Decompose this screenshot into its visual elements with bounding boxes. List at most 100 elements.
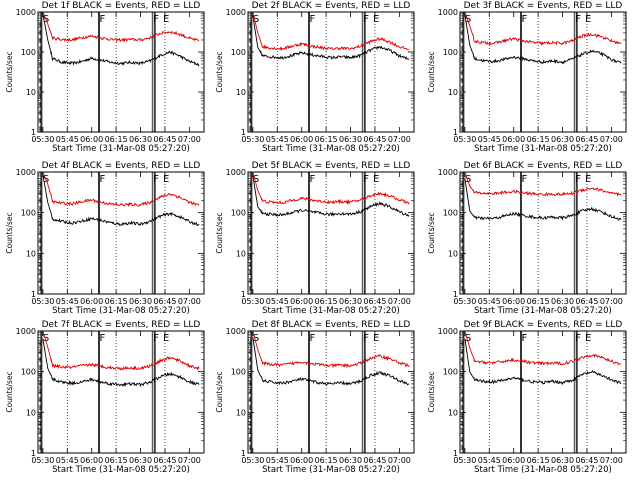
y-tick-label: 100 bbox=[21, 368, 36, 377]
marker-letter: S bbox=[465, 14, 471, 25]
x-axis-label: Start Time (31-Mar-08 05:27:20) bbox=[262, 465, 400, 475]
x-axis-label: Start Time (31-Mar-08 05:27:20) bbox=[52, 144, 190, 154]
events-series-line bbox=[42, 338, 200, 388]
events-series-line bbox=[464, 338, 622, 386]
x-tick-label: 05:45 bbox=[266, 135, 289, 144]
y-tick-label: 1 bbox=[31, 290, 36, 299]
x-tick-label: 06:00 bbox=[80, 456, 103, 465]
x-tick-label: 06:00 bbox=[290, 456, 313, 465]
chart-panel-5: Det 5f BLACK = Events, RED = LLD 1 10 100 10… bbox=[215, 161, 415, 316]
lld-series-line bbox=[252, 171, 410, 206]
x-tick-label: 05:45 bbox=[266, 456, 289, 465]
marker-letter: F bbox=[363, 174, 369, 185]
chart-panel-1: Det 1f BLACK = Events, RED = LLD 1 10 100 10… bbox=[5, 1, 205, 154]
marker-letter: F bbox=[310, 14, 316, 25]
x-tick-label: 06:45 bbox=[363, 135, 386, 144]
marker-letter: E bbox=[585, 333, 591, 344]
x-tick-label: 06:15 bbox=[315, 456, 338, 465]
marker-letter: F bbox=[100, 333, 106, 344]
y-tick-label: 100 bbox=[231, 209, 246, 218]
x-tick-label: 06:30 bbox=[339, 297, 362, 306]
lld-series-line bbox=[464, 330, 622, 366]
x-tick-label: 06:15 bbox=[105, 297, 128, 306]
y-tick-label: 1000 bbox=[226, 8, 246, 17]
marker-letter: E bbox=[373, 14, 379, 25]
lld-series-line bbox=[464, 171, 622, 197]
y-tick-label: 100 bbox=[443, 209, 458, 218]
events-series-line bbox=[252, 175, 410, 217]
x-tick-label: 06:45 bbox=[153, 297, 176, 306]
events-series-line bbox=[42, 13, 200, 67]
x-tick-label: 06:15 bbox=[105, 135, 128, 144]
x-tick-label: 07:00 bbox=[388, 297, 411, 306]
x-tick-label: 06:30 bbox=[129, 297, 152, 306]
x-tick-label: 06:00 bbox=[290, 297, 313, 306]
y-tick-label: 1000 bbox=[16, 168, 36, 177]
y-tick-label: 10 bbox=[236, 88, 246, 97]
marker-letter: E bbox=[585, 14, 591, 25]
plot-frame bbox=[37, 11, 205, 133]
x-tick-label: 05:45 bbox=[478, 135, 501, 144]
events-series-line bbox=[42, 174, 200, 227]
x-tick-label: 06:15 bbox=[527, 135, 550, 144]
y-tick-label: 10 bbox=[448, 88, 458, 97]
y-axis-label: Counts/sec bbox=[5, 51, 14, 92]
y-axis-label: Counts/sec bbox=[427, 51, 436, 92]
y-tick-label: 1000 bbox=[16, 8, 36, 17]
x-tick-label: 05:45 bbox=[478, 297, 501, 306]
x-tick-label: 05:45 bbox=[478, 456, 501, 465]
chart-panel-3: Det 3f BLACK = Events, RED = LLD 1 10 100 10… bbox=[427, 1, 627, 154]
plot-frame bbox=[459, 330, 627, 454]
plot-frame bbox=[247, 11, 415, 133]
y-tick-label: 1 bbox=[453, 290, 458, 299]
x-tick-label: 07:00 bbox=[600, 456, 623, 465]
x-tick-label: 06:30 bbox=[129, 456, 152, 465]
x-tick-label: 05:45 bbox=[266, 297, 289, 306]
y-axis-label: Counts/sec bbox=[427, 212, 436, 253]
marker-letter: S bbox=[253, 333, 259, 344]
y-tick-label: 1000 bbox=[226, 168, 246, 177]
y-axis-label: Counts/sec bbox=[5, 212, 14, 253]
x-tick-label: 05:45 bbox=[56, 297, 79, 306]
x-tick-label: 05:30 bbox=[241, 135, 264, 144]
chart-panel-6: Det 6f BLACK = Events, RED = LLD 1 10 100 10… bbox=[427, 161, 627, 316]
x-tick-label: 06:45 bbox=[575, 456, 598, 465]
lld-series-line bbox=[42, 11, 200, 43]
chart-title: Det 3f BLACK = Events, RED = LLD bbox=[464, 1, 623, 11]
marker-letter: F bbox=[153, 333, 159, 344]
y-tick-label: 10 bbox=[26, 408, 36, 417]
marker-letter: F bbox=[310, 174, 316, 185]
marker-letter: F bbox=[575, 174, 581, 185]
events-series-line bbox=[464, 14, 622, 65]
x-tick-label: 06:45 bbox=[575, 135, 598, 144]
x-tick-label: 07:00 bbox=[600, 135, 623, 144]
events-series-line bbox=[252, 337, 410, 387]
marker-letter: F bbox=[522, 14, 528, 25]
x-tick-label: 05:30 bbox=[453, 297, 476, 306]
x-tick-label: 06:00 bbox=[502, 456, 525, 465]
marker-letter: F bbox=[575, 14, 581, 25]
y-tick-label: 1000 bbox=[16, 327, 36, 336]
events-series-line bbox=[252, 15, 410, 60]
chart-title: Det 8f BLACK = Events, RED = LLD bbox=[252, 320, 411, 330]
x-tick-label: 06:00 bbox=[290, 135, 313, 144]
events-series-line bbox=[464, 178, 622, 221]
lld-series-line bbox=[252, 330, 410, 369]
y-tick-label: 1 bbox=[241, 290, 246, 299]
chart-title: Det 4f BLACK = Events, RED = LLD bbox=[42, 161, 201, 171]
y-tick-label: 1000 bbox=[438, 8, 458, 17]
y-tick-label: 1 bbox=[241, 449, 246, 458]
marker-letter: E bbox=[163, 14, 169, 25]
x-tick-label: 05:30 bbox=[241, 456, 264, 465]
x-tick-label: 07:00 bbox=[178, 456, 201, 465]
y-axis-label: Counts/sec bbox=[5, 371, 14, 412]
plot-frame bbox=[459, 11, 627, 133]
y-tick-label: 10 bbox=[448, 249, 458, 258]
marker-letter: F bbox=[100, 14, 106, 25]
y-axis-label: Counts/sec bbox=[215, 371, 224, 412]
x-tick-label: 06:30 bbox=[339, 456, 362, 465]
y-tick-label: 1 bbox=[453, 128, 458, 137]
chart-panel-2: Det 2f BLACK = Events, RED = LLD 1 10 100 10… bbox=[215, 1, 415, 154]
y-tick-label: 10 bbox=[26, 249, 36, 258]
marker-letter: F bbox=[575, 333, 581, 344]
